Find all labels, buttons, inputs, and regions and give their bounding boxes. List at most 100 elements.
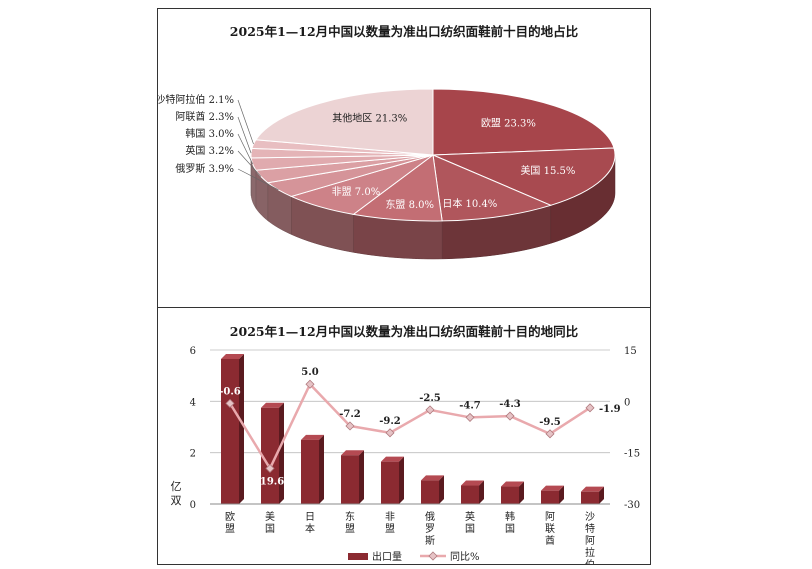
bar-东盟 — [341, 455, 359, 504]
pie-slice-欧盟 — [432, 88, 615, 156]
pie-chart-panel: 2025年1—12月中国以数量为准出口纺织面鞋前十目的地占比 欧盟 23.3% 美… — [157, 8, 651, 308]
pie-label-阿联酋: 阿联酋 2.3% — [175, 110, 234, 123]
bar-韩国 — [501, 486, 519, 504]
yoy-data-label: 5.0 — [301, 367, 318, 378]
bar-side — [439, 475, 444, 504]
pie-leader-英国 — [237, 150, 262, 177]
bar-英国 — [461, 485, 479, 504]
x-tick-label: 韩国 — [505, 510, 515, 535]
pie-leader-沙特阿拉伯 — [237, 99, 254, 145]
pie-slice-其他地区 — [255, 88, 434, 156]
y-tick-label: 4 — [190, 397, 196, 408]
pie-label-欧盟: 欧盟 23.3% — [481, 118, 536, 130]
y2-tick-label: -30 — [624, 500, 640, 511]
pie-label-东盟: 东盟 8.0% — [385, 198, 434, 211]
yoy-data-label: -0.6 — [219, 386, 241, 397]
bar-chart-title: 2025年1—12月中国以数量为准出口纺织面鞋前十目的地同比 — [229, 324, 579, 339]
yoy-data-label: -7.2 — [339, 409, 361, 420]
pie-leader-阿联酋 — [237, 116, 252, 154]
pie-label-沙特阿拉伯: 沙特阿拉伯 2.1% — [158, 93, 234, 106]
x-tick-label: 阿联酋 — [545, 511, 555, 547]
bar-side — [479, 480, 484, 504]
bar-top — [341, 450, 364, 456]
yoy-marker — [505, 411, 515, 421]
bar-top — [221, 353, 244, 359]
bar-俄罗斯 — [421, 480, 439, 504]
bar-line-chart-panel: 2025年1—12月中国以数量为准出口纺织面鞋前十目的地同比 0 2 4 6 -30 -1… — [157, 307, 651, 565]
pie-slice-日本 — [432, 154, 553, 222]
yoy-line — [228, 382, 591, 472]
x-tick-label: 美国 — [265, 510, 275, 535]
bar-side — [319, 434, 324, 504]
pie-chart-title: 2025年1—12月中国以数量为准出口纺织面鞋前十目的地占比 — [229, 24, 579, 39]
bar-top — [301, 434, 324, 440]
bar-side — [519, 481, 524, 504]
bar-top — [381, 456, 404, 462]
bar-side — [599, 486, 604, 504]
y2-tick-label: 15 — [624, 346, 637, 357]
bar-美国 — [261, 407, 279, 504]
pie-label-其他地区: 其他地区 21.3% — [332, 112, 407, 125]
yoy-data-label: -2.5 — [419, 393, 441, 404]
y-tick-label: 6 — [190, 346, 196, 357]
legend-swatch-bar — [348, 553, 368, 560]
pie-label-美国: 美国 15.5% — [520, 164, 575, 177]
pie-chart: 欧盟 23.3% 美国 15.5% 日本 10.4% 东盟 8.0% 非盟 7.0% 俄罗… — [158, 88, 616, 260]
pie-label-日本: 日本 10.4% — [442, 197, 497, 210]
x-tick-label: 俄罗斯 — [425, 511, 435, 547]
yoy-data-label: -4.7 — [459, 400, 481, 411]
yoy-marker — [385, 428, 395, 438]
legend-marker — [428, 551, 438, 561]
pie-label-韩国: 韩国 3.0% — [185, 127, 234, 140]
legend-label-bar: 出口量 — [372, 550, 402, 563]
y2-tick-label: 0 — [624, 397, 630, 408]
y2-tick-label: -15 — [624, 449, 640, 460]
x-tick-label: 非盟 — [385, 511, 395, 535]
yoy-data-label: -1.9 — [599, 404, 621, 415]
yoy-marker — [265, 463, 275, 473]
bar-top — [461, 480, 484, 486]
bar-top — [501, 481, 524, 487]
bar-非盟 — [381, 461, 399, 504]
yoy-marker — [305, 379, 315, 389]
legend: 出口量 同比% — [348, 550, 480, 563]
y-axis-label: 亿双 — [171, 480, 182, 507]
bar-top — [541, 485, 564, 491]
pie-label-非盟: 非盟 7.0% — [332, 186, 381, 198]
yoy-marker — [425, 405, 435, 415]
bar-top — [261, 402, 284, 408]
yoy-marker — [225, 398, 235, 408]
pie-label-英国: 英国 3.2% — [185, 144, 234, 157]
x-tick-label: 东盟 — [345, 510, 355, 535]
bar-top — [421, 475, 444, 481]
yoy-data-label: -9.2 — [379, 416, 401, 427]
y-tick-label: 0 — [190, 500, 196, 511]
yoy-data-label: -9.5 — [539, 417, 561, 428]
yoy-marker — [465, 412, 475, 422]
bar-top — [581, 486, 604, 492]
legend-label-line: 同比% — [450, 551, 480, 563]
pie-slice-美国 — [432, 147, 616, 206]
x-tick-label: 欧盟 — [225, 511, 235, 535]
pie-leader-俄罗斯 — [237, 168, 279, 191]
x-tick-label: 沙特阿拉伯 — [585, 511, 595, 564]
pie-label-俄罗斯: 俄罗斯 3.9% — [175, 162, 234, 175]
bar-沙特阿拉伯 — [581, 491, 599, 504]
bar-side — [559, 485, 564, 504]
x-tick-label: 英国 — [465, 510, 475, 535]
bar-side — [239, 353, 244, 504]
pie-slice-东盟 — [352, 154, 443, 222]
yoy-marker — [545, 429, 555, 439]
yoy-marker — [345, 421, 355, 431]
pie-leader-韩国 — [237, 133, 254, 165]
bar-side — [359, 450, 364, 504]
bar-阿联酋 — [541, 490, 559, 504]
yoy-data-label: -4.3 — [499, 399, 521, 410]
pie-slices — [250, 88, 616, 222]
yoy-marker — [585, 403, 595, 413]
y-tick-label: 2 — [190, 449, 196, 460]
yoy-data-label: -19.6 — [256, 476, 285, 487]
bar-side — [279, 402, 284, 504]
bar-side — [399, 456, 404, 504]
